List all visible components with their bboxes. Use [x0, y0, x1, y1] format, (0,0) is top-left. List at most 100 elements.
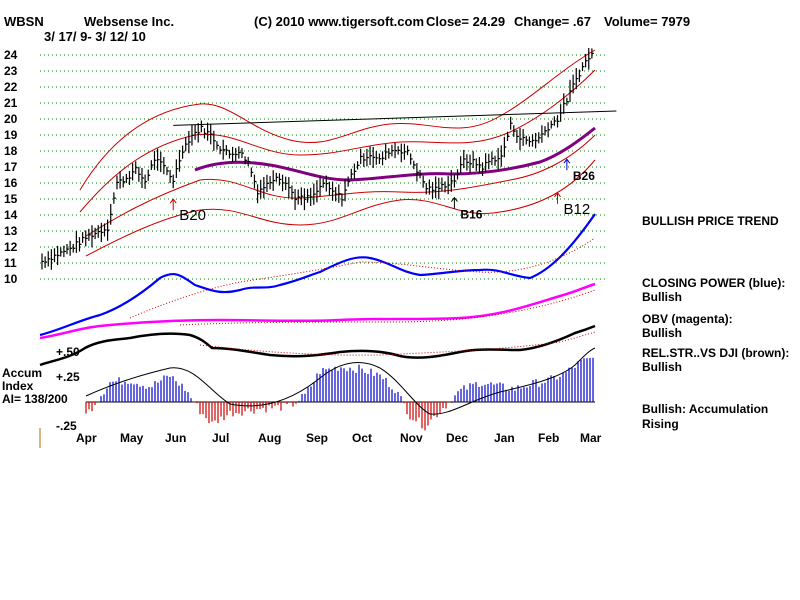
- price-bar: [263, 176, 266, 199]
- y-tick-22: 22: [4, 80, 18, 94]
- price-bar: [235, 147, 238, 162]
- accum-histogram: [85, 357, 594, 431]
- price-bar: [375, 151, 379, 165]
- price-bar: [72, 243, 76, 253]
- price-bar: [556, 115, 560, 128]
- price-bar: [441, 177, 444, 192]
- signal-b16: B16: [451, 196, 483, 222]
- price-bar: [494, 155, 498, 166]
- price-bar: [553, 116, 557, 126]
- price-bar: [181, 145, 185, 159]
- price-bar: [391, 144, 394, 157]
- price-bar: [438, 177, 441, 200]
- accum-line2: Index: [2, 379, 34, 393]
- price-bar: [297, 189, 301, 205]
- price-bar: [406, 145, 410, 156]
- price-bar: [203, 128, 207, 139]
- company-name: Websense Inc.: [84, 14, 175, 29]
- price-bar: [281, 174, 285, 192]
- price-bar: [269, 176, 273, 190]
- price-bar: [219, 145, 223, 155]
- price-bar: [413, 160, 416, 170]
- price-bar: [338, 184, 341, 203]
- price-bars: [41, 47, 594, 270]
- price-bar: [544, 126, 548, 136]
- price-bar: [538, 132, 541, 144]
- price-bar: [388, 148, 391, 159]
- price-bar: [57, 245, 60, 266]
- price-bar: [578, 69, 582, 83]
- trend-label: BULLISH PRICE TREND: [642, 214, 779, 228]
- price-bar: [166, 166, 169, 176]
- price-bar: [506, 131, 510, 142]
- closing-power-label: CLOSING POWER (blue):: [642, 276, 786, 290]
- price-bar: [319, 176, 323, 197]
- price-bar: [372, 146, 376, 168]
- price-bar: [463, 149, 466, 169]
- close-value: Close= 24.29: [426, 14, 506, 29]
- month-sep: Sep: [306, 431, 328, 445]
- price-bar: [163, 157, 166, 175]
- price-bar: [347, 176, 351, 187]
- price-bar: [513, 125, 516, 137]
- price-bar: [291, 185, 294, 200]
- month-oct: Oct: [352, 431, 372, 445]
- accum-ma: [85, 347, 596, 415]
- price-bar: [322, 178, 326, 188]
- price-bar: [119, 171, 123, 189]
- price-bar: [316, 180, 319, 203]
- price-bar: [266, 174, 269, 192]
- y-tick-11: 11: [4, 256, 17, 270]
- signal-b12: B12: [554, 191, 590, 218]
- price-bar: [510, 116, 513, 130]
- price-bar: [563, 93, 566, 114]
- price-bar: [178, 149, 182, 172]
- price-bar: [256, 184, 260, 204]
- price-bar: [569, 79, 573, 103]
- price-bar: [535, 132, 538, 149]
- resistance-line: [173, 110, 617, 126]
- price-bar: [113, 192, 116, 204]
- price-bar: [275, 172, 279, 182]
- price-bar: [331, 181, 335, 201]
- signal-label-b26: B26: [573, 169, 595, 183]
- month-may: May: [120, 431, 144, 445]
- price-bar: [213, 130, 216, 151]
- closing-power-value: Bullish: [642, 290, 683, 304]
- price-bar: [313, 183, 316, 205]
- y-tick-14: 14: [4, 208, 18, 222]
- price-bar: [460, 156, 463, 174]
- price-bar: [394, 142, 398, 159]
- price-bar: [160, 151, 163, 173]
- price-bar: [585, 54, 588, 68]
- price-bar: [416, 163, 419, 182]
- month-jan: Jan: [494, 431, 515, 445]
- price-bar: [588, 47, 591, 70]
- price-bar: [516, 129, 519, 143]
- price-bar: [241, 148, 244, 159]
- price-bar: [431, 181, 435, 199]
- price-bar: [238, 146, 241, 159]
- month-aug: Aug: [258, 431, 281, 445]
- accum-tick-p50: +.50: [56, 345, 80, 359]
- price-bar: [363, 153, 366, 167]
- price-bar: [288, 177, 291, 199]
- price-bar: [141, 167, 144, 189]
- price-bar: [225, 145, 229, 156]
- signal-label-b16: B16: [460, 208, 482, 222]
- accum-tick-p25: +.25: [56, 370, 80, 384]
- price-bar: [472, 151, 476, 169]
- price-bar: [369, 146, 373, 166]
- price-bar: [228, 149, 232, 159]
- obv-line: [39, 282, 596, 340]
- y-tick-17: 17: [4, 160, 18, 174]
- price-bar: [278, 173, 282, 186]
- copyright-label: (C) 2010 www.tigersoft.com: [254, 14, 424, 29]
- closing-power-line: [39, 213, 596, 337]
- y-tick-19: 19: [4, 128, 18, 142]
- price-bar: [541, 125, 544, 143]
- price-bar: [78, 237, 82, 252]
- price-bar: [444, 181, 448, 193]
- y-tick-15: 15: [4, 192, 18, 206]
